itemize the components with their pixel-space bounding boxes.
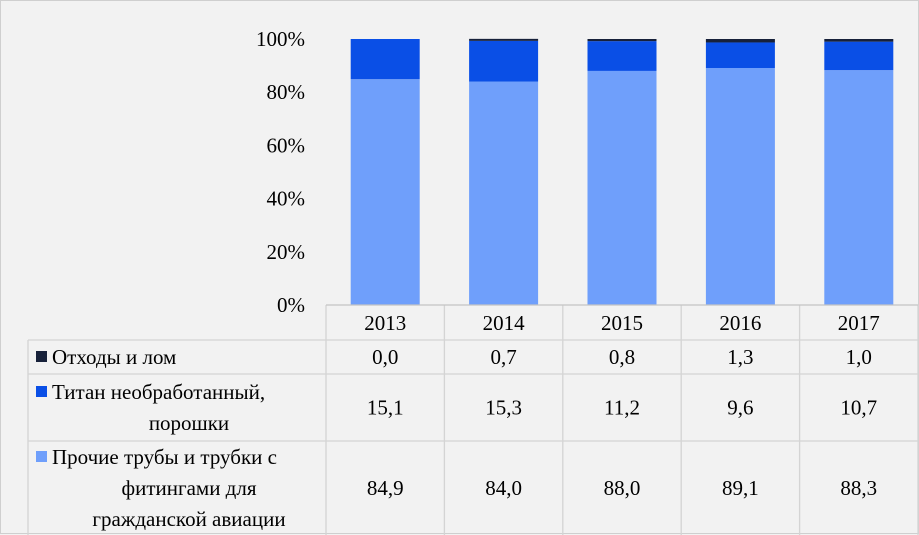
bar-segment xyxy=(587,39,657,42)
x-tick-label: 2015 xyxy=(601,311,643,335)
data-label: 15,1 xyxy=(367,396,404,420)
bar-segment xyxy=(350,39,420,80)
data-label: 1,0 xyxy=(846,345,872,369)
bar-segment xyxy=(587,70,657,305)
data-label: 88,3 xyxy=(840,476,877,500)
data-label: 89,1 xyxy=(722,476,759,500)
bar-segment xyxy=(824,41,894,71)
y-tick-label: 100% xyxy=(256,27,305,51)
bar-segment xyxy=(587,41,657,71)
data-label: 88,0 xyxy=(604,476,641,500)
y-tick-label: 20% xyxy=(267,240,306,264)
y-tick-label: 40% xyxy=(267,187,306,211)
data-label: 15,3 xyxy=(485,396,522,420)
bar-segment xyxy=(824,39,894,42)
legend-key xyxy=(36,451,47,462)
x-tick-label: 2013 xyxy=(364,311,406,335)
data-label: 0,7 xyxy=(490,345,516,369)
data-label: 84,9 xyxy=(367,476,404,500)
bar-segment xyxy=(469,38,539,41)
bar-segment xyxy=(350,79,420,305)
data-label: 0,0 xyxy=(372,345,398,369)
y-tick-label: 80% xyxy=(267,80,306,104)
legend-label: Прочие трубы и трубки с xyxy=(52,445,277,469)
legend-label: Отходы и лом xyxy=(52,345,176,369)
bar-segment xyxy=(469,81,539,305)
legend-key xyxy=(36,386,47,397)
legend-label: порошки xyxy=(149,411,229,435)
legend-key xyxy=(36,351,47,362)
x-tick-label: 2017 xyxy=(838,311,880,335)
bar-segment xyxy=(824,70,894,305)
bar-segment xyxy=(469,40,539,82)
x-tick-label: 2016 xyxy=(719,311,761,335)
legend-label: Титан необработанный, xyxy=(52,380,265,404)
legend-label: фитингами для xyxy=(121,476,256,500)
data-label: 10,7 xyxy=(840,396,877,420)
data-label: 1,3 xyxy=(727,345,753,369)
y-tick-label: 60% xyxy=(267,133,306,157)
legend-label: гражданской авиации xyxy=(92,507,285,531)
data-label: 9,6 xyxy=(727,396,753,420)
y-tick-label: 0% xyxy=(277,293,305,317)
x-tick-label: 2014 xyxy=(483,311,526,335)
data-label: 11,2 xyxy=(604,396,640,420)
bar-segment xyxy=(705,39,775,43)
bar-segment xyxy=(705,67,775,305)
data-label: 0,8 xyxy=(609,345,635,369)
bar-segment xyxy=(705,42,775,68)
data-label: 84,0 xyxy=(485,476,522,500)
